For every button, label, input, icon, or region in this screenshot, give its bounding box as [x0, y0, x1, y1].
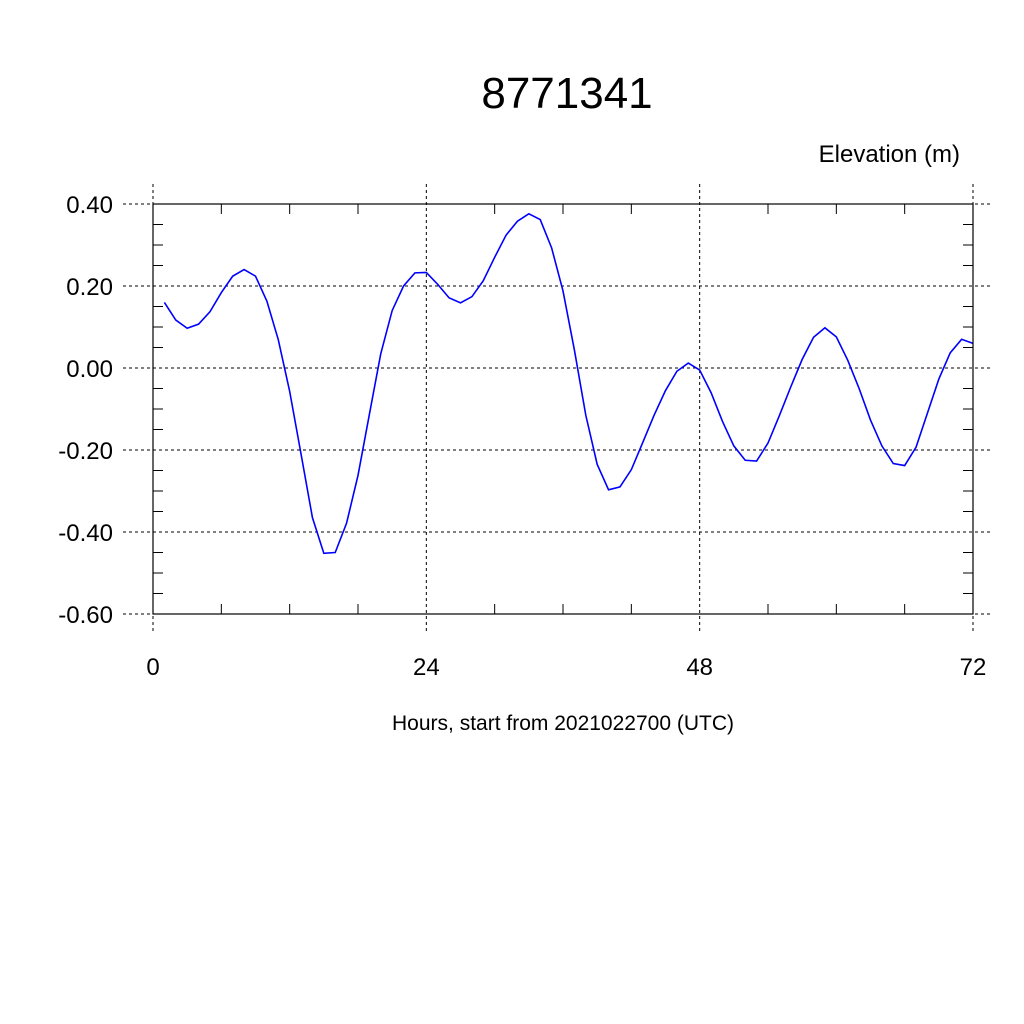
- x-axis-label: Hours, start from 2021022700 (UTC): [392, 712, 734, 735]
- x-tick-label: 72: [960, 654, 987, 681]
- tick-labels: 0.40 0.20 0.00 -0.20 -0.40 -0.60 0 24 48 72: [58, 192, 986, 681]
- series-layer: [163, 212, 974, 555]
- grid-lines: [123, 184, 993, 634]
- y-tick-label: -0.40: [58, 520, 113, 547]
- elevation-series-line: [163, 212, 974, 555]
- y-tick-label: 0.00: [66, 356, 113, 383]
- y-tick-label: -0.20: [58, 438, 113, 465]
- x-tick-label: 0: [146, 654, 159, 681]
- y-tick-label: 0.20: [66, 274, 113, 301]
- plot-frame: [152, 203, 974, 615]
- y-tick-label: 0.40: [66, 192, 113, 219]
- x-tick-label: 24: [413, 654, 440, 681]
- chart-title: 8771341: [481, 69, 652, 118]
- x-tick-label: 48: [686, 654, 713, 681]
- axis-ticks: [153, 204, 973, 614]
- chart-subtitle: Elevation (m): [819, 141, 960, 168]
- y-tick-label: -0.60: [58, 602, 113, 629]
